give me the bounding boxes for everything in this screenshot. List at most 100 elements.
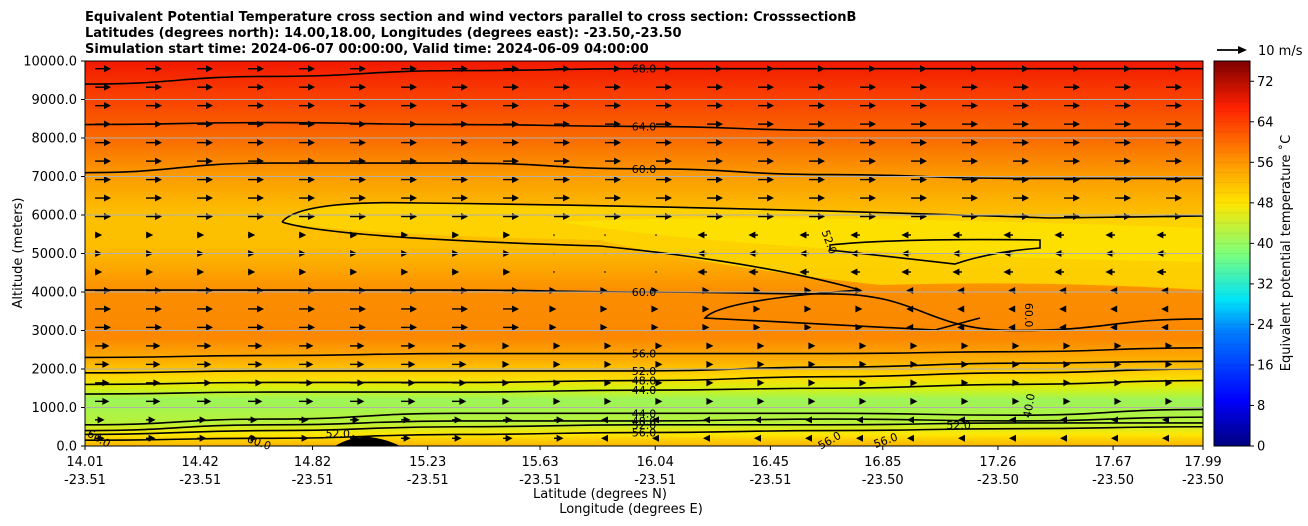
wind-vector-arrowhead [665, 65, 672, 73]
wind-vector-arrowhead [971, 157, 978, 165]
x-tick-label-lon: -23.51 [519, 473, 561, 488]
contour-label: 44.0 [632, 407, 657, 420]
wind-vector-arrowhead [855, 305, 863, 313]
colorbar-tick-label: 16 [1257, 358, 1274, 373]
contour-label: 60.0 [1022, 303, 1035, 328]
wind-vector-arrowhead [461, 323, 468, 331]
wind-vector-arrowhead [1124, 176, 1131, 184]
wind-vector-arrowhead [716, 102, 723, 110]
wind-vector-arrowhead [563, 65, 570, 73]
wind-vector-calm [604, 234, 606, 236]
wind-vector-arrowhead [461, 83, 468, 91]
wind-vector-arrowhead [505, 416, 513, 424]
gridlines [85, 99, 1203, 408]
wind-vector-arrowhead [920, 102, 927, 110]
wind-vector-arrowhead [146, 231, 154, 239]
wind-vector-arrowhead [1124, 120, 1131, 128]
wind-vector-arrowhead [1009, 416, 1016, 424]
colorbar-frame [1213, 60, 1251, 447]
contour-48.0 [85, 368, 1203, 386]
wind-vector-arrowhead [757, 342, 765, 350]
colorbar-label: Equivalent potential temperature ˚C [1278, 135, 1294, 371]
wind-vector-arrowhead [512, 83, 519, 91]
wind-vector-arrowhead [461, 120, 468, 128]
colorbar-tick-label: 48 [1257, 196, 1274, 211]
wind-vector-arrowhead [856, 416, 863, 424]
wind-vector-arrowhead [549, 305, 557, 313]
wind-vector-arrowhead [102, 379, 110, 387]
wind-vector-arrowhead [655, 379, 663, 387]
wind-vector-arrowhead [1008, 305, 1016, 313]
x-tick-label-lat: 17.26 [979, 455, 1016, 470]
wind-vector-arrowhead [1003, 268, 1011, 276]
wind-vector-arrowhead [1175, 83, 1182, 91]
wind-vector-arrowhead [563, 139, 570, 147]
wind-vector-arrowhead [206, 194, 213, 202]
title-line-1: Equivalent Potential Temperature cross s… [85, 10, 856, 25]
wind-vector-arrowhead [1060, 416, 1067, 424]
wind-vector-arrowhead [459, 379, 467, 387]
wind-vector-arrowhead [563, 176, 570, 184]
wind-vector-arrowhead [257, 176, 264, 184]
colorbar-bands [1214, 70, 1250, 437]
wind-vector-arrowhead [716, 120, 723, 128]
wind-vector-arrowhead [306, 397, 314, 405]
wind-vector-arrowhead [512, 120, 519, 128]
x-tick-label-lat: 14.82 [294, 455, 331, 470]
wind-vector-arrowhead [697, 231, 705, 239]
wind-vector-arrowhead [206, 120, 213, 128]
wind-vector-arrowhead [1054, 268, 1062, 276]
wind-vector-arrowhead [359, 157, 366, 165]
wind-vector-arrowhead [1165, 379, 1173, 387]
wind-vector-arrowhead [563, 157, 570, 165]
wind-vector-arrowhead [410, 102, 417, 110]
colorbar-tick-label: 64 [1257, 115, 1274, 130]
wind-vector-arrowhead [255, 342, 263, 350]
wind-vector-arrowhead [255, 379, 263, 387]
wind-vector-arrowhead [1175, 139, 1182, 147]
wind-vector-arrowhead [452, 231, 460, 239]
wind-vector-arrowhead [102, 360, 110, 368]
wind-vector-arrowhead [155, 305, 162, 313]
wind-vector-arrowhead [614, 139, 621, 147]
wind-vector-arrowhead [614, 120, 621, 128]
wind-vector-arrowhead [907, 434, 914, 442]
wind-vector-arrowhead [753, 305, 761, 313]
wind-vector-arrowhead [1003, 231, 1011, 239]
colorbar-tick-label: 72 [1257, 75, 1274, 90]
wind-vector-arrowhead [255, 397, 263, 405]
contour-56-lower [281, 221, 981, 331]
contour-44.0 [85, 379, 1203, 395]
wind-vector-arrowhead [104, 102, 111, 110]
wind-vector-arrowhead [95, 231, 103, 239]
wind-vector-arrowhead [359, 139, 366, 147]
wind-vector-arrowhead [1165, 397, 1173, 405]
colorbar-ramp [1214, 61, 1250, 446]
x-tick-label-lat: 15.23 [409, 455, 446, 470]
wind-vector-arrowhead [655, 342, 663, 350]
wind-vector-arrowhead [869, 102, 876, 110]
wind-vector-arrowhead [153, 342, 161, 350]
wind-vector-arrowhead [350, 231, 358, 239]
wind-vector-arrowhead [665, 176, 672, 184]
wind-vector-arrowhead [155, 157, 162, 165]
wind-vector-arrowhead [1059, 323, 1067, 331]
wind-vector-arrowhead [799, 268, 807, 276]
wind-vector-arrowhead [459, 360, 467, 368]
wind-vector-arrowhead [556, 416, 564, 424]
wind-vector-arrowhead [767, 194, 774, 202]
wind-vector-arrowhead [104, 194, 111, 202]
wind-vector-arrowhead [359, 176, 366, 184]
wind-vector-arrowhead [1022, 120, 1029, 128]
wind-vector-arrowhead [155, 176, 162, 184]
wind-vector-arrowhead [204, 342, 212, 350]
wind-vector-arrowhead [410, 194, 417, 202]
wind-vector-arrowhead [1073, 83, 1080, 91]
x-tick-label-lat: 17.67 [1095, 455, 1132, 470]
y-tick-label: 2000.0 [32, 363, 78, 378]
x-tick-label-lon: -23.51 [749, 473, 791, 488]
wind-vector-arrowhead [901, 231, 909, 239]
wind-vector-arrowhead [1162, 416, 1169, 424]
wind-vector-arrowhead [206, 65, 213, 73]
wind-vector-arrowhead [706, 360, 714, 368]
